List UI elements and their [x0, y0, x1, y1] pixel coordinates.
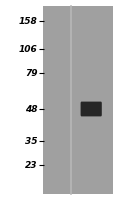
Text: 106: 106 — [19, 45, 37, 53]
Text: 48: 48 — [25, 104, 37, 114]
Text: 35: 35 — [25, 136, 37, 146]
Text: 158: 158 — [19, 17, 37, 25]
Text: 79: 79 — [25, 68, 37, 77]
Bar — [43, 6, 113, 194]
FancyBboxPatch shape — [80, 102, 101, 116]
Text: 23: 23 — [25, 160, 37, 170]
